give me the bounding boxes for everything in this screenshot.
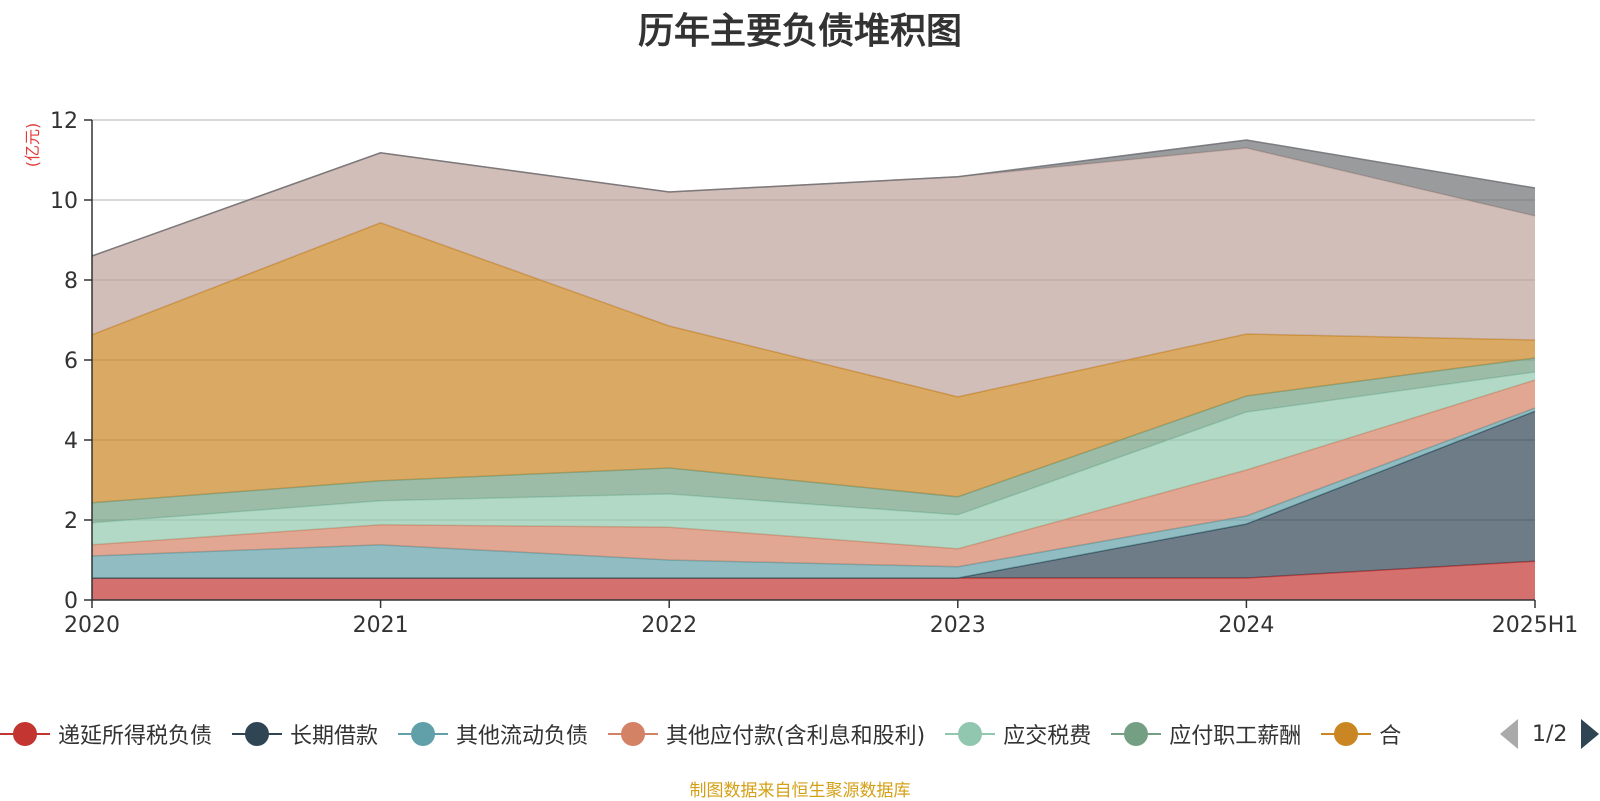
area-series-6 bbox=[92, 222, 1535, 503]
y-tick-label: 10 bbox=[50, 189, 78, 214]
axes: 0 2 4 6 8 10 12 2020 2021 2022 2023 2024 2025H1 bbox=[50, 109, 1578, 638]
legend: 递延所得税负债 长期借款 其他流动负债 其他应付款(含利息和股利) 应交税费 应付职工薪酬… bbox=[0, 712, 1405, 756]
area-series-1 bbox=[92, 411, 1535, 578]
area-series-5 bbox=[92, 358, 1535, 523]
x-tick-label: 2021 bbox=[353, 613, 409, 638]
legend-marker-icon bbox=[232, 721, 283, 747]
legend-page-indicator: 1/2 bbox=[1532, 721, 1568, 747]
area-series-line-8 bbox=[91, 139, 1536, 257]
y-tick-label: 8 bbox=[64, 269, 78, 294]
area-series-0 bbox=[92, 561, 1535, 600]
x-tick-label: 2024 bbox=[1218, 613, 1274, 638]
area-series-2 bbox=[92, 408, 1535, 578]
legend-label: 应付职工薪酬 bbox=[1169, 724, 1302, 749]
area-series-7 bbox=[92, 148, 1535, 397]
x-tick-label: 2025H1 bbox=[1492, 613, 1579, 638]
legend-marker-icon bbox=[398, 721, 449, 747]
legend-label: 其他应付款(含利息和股利) bbox=[666, 724, 926, 749]
y-tick-label: 6 bbox=[64, 349, 78, 374]
legend-next-page-icon[interactable] bbox=[1581, 719, 1600, 749]
chart-plot: 0 2 4 6 8 10 12 2020 2021 2022 2023 2024 2025H1 (亿元) bbox=[23, 109, 1578, 638]
legend-item[interactable]: 递延所得税负债 bbox=[0, 712, 212, 756]
legend-prev-page-icon[interactable] bbox=[1500, 719, 1518, 749]
legend-marker-icon bbox=[1111, 721, 1162, 747]
legend-item[interactable]: 合 bbox=[1321, 712, 1401, 756]
x-tick-label: 2020 bbox=[64, 613, 120, 638]
legend-pager: 1/2 bbox=[1500, 716, 1600, 752]
legend-item[interactable]: 其他应付款(含利息和股利) bbox=[608, 712, 925, 756]
chart-title: 历年主要负债堆积图 bbox=[637, 11, 962, 52]
legend-label: 合 bbox=[1379, 724, 1402, 749]
legend-item[interactable]: 长期借款 bbox=[232, 712, 378, 756]
y-tick-label: 0 bbox=[64, 589, 78, 614]
legend-label: 递延所得税负债 bbox=[58, 724, 213, 749]
legend-label: 长期借款 bbox=[290, 724, 379, 749]
area-layer bbox=[91, 139, 1536, 600]
area-series-3 bbox=[92, 380, 1535, 567]
area-series-4 bbox=[92, 372, 1535, 549]
y-tick-label: 12 bbox=[50, 109, 78, 134]
legend-item[interactable]: 应付职工薪酬 bbox=[1111, 712, 1301, 756]
source-note: 制图数据来自恒生聚源数据库 bbox=[689, 781, 911, 801]
y-tick-label: 4 bbox=[64, 429, 78, 454]
legend-label: 其他流动负债 bbox=[456, 724, 589, 749]
y-tick-label: 2 bbox=[64, 509, 78, 534]
legend-marker-icon bbox=[945, 721, 996, 747]
x-tick-label: 2022 bbox=[641, 613, 697, 638]
legend-marker-icon bbox=[608, 721, 659, 747]
y-axis-unit-label: (亿元) bbox=[23, 123, 42, 168]
legend-label: 应交税费 bbox=[1003, 724, 1092, 749]
x-tick-label: 2023 bbox=[930, 613, 986, 638]
legend-item[interactable]: 应交税费 bbox=[945, 712, 1091, 756]
legend-marker-icon bbox=[1321, 721, 1372, 747]
legend-marker-icon bbox=[0, 721, 50, 747]
legend-item[interactable]: 其他流动负债 bbox=[398, 712, 588, 756]
